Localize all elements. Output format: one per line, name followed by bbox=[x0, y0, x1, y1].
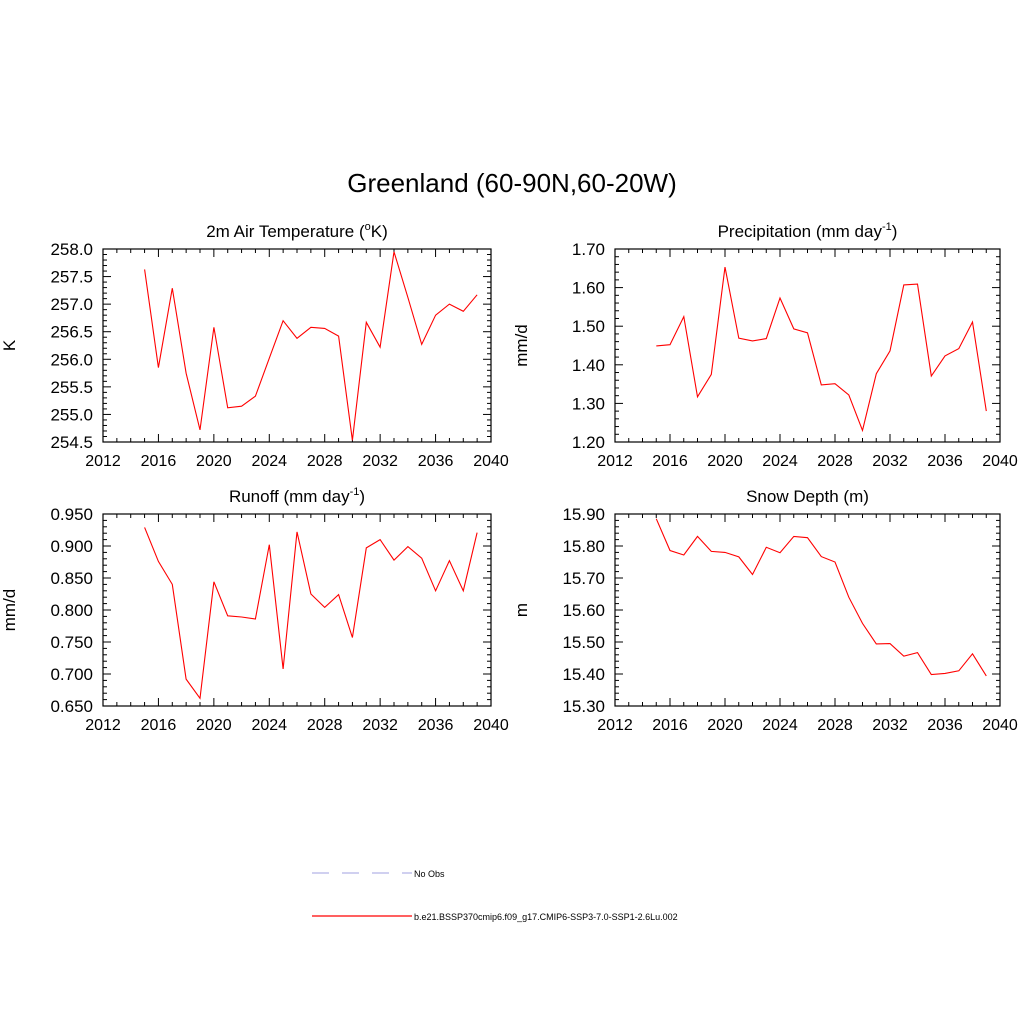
y-tick-label: 1.40 bbox=[572, 356, 605, 375]
legend-label: No Obs bbox=[414, 869, 445, 879]
panel-title: Runoff (mm day-1) bbox=[229, 486, 365, 506]
x-tick-label: 2032 bbox=[362, 717, 398, 734]
y-tick-label: 0.950 bbox=[50, 505, 93, 524]
y-tick-label: 1.60 bbox=[572, 279, 605, 298]
panel-title-superscript: o bbox=[365, 221, 371, 233]
x-tick-label: 2036 bbox=[418, 453, 454, 470]
plot-frame bbox=[102, 248, 492, 443]
figure-title: Greenland (60-90N,60-20W) bbox=[347, 168, 677, 198]
chart-panel-3: Runoff (mm day-1) mm/d 2012 2016 2020 2024 202… bbox=[0, 486, 509, 734]
x-tick-label: 2036 bbox=[927, 717, 963, 734]
chart-panel-1: 2m Air Temperature (oK) K 2012 2016 2020 2024… bbox=[0, 221, 509, 470]
plot-frame bbox=[614, 513, 1001, 707]
x-tick-label: 2020 bbox=[196, 717, 232, 734]
chart-panel-4: Snow Depth (m) m 2012 2016 2020 2024 2028 2032 2… bbox=[512, 487, 1018, 734]
x-tick-label: 2024 bbox=[762, 717, 798, 734]
x-tick-label: 2012 bbox=[597, 453, 633, 470]
y-axis-label: mm/d bbox=[512, 324, 531, 367]
y-tick-label: 256.5 bbox=[50, 323, 93, 342]
panel-title-text: Precipitation (mm day bbox=[718, 222, 883, 241]
legend: No Obs b.e21.BSSP370cmip6.f09_g17.CMIP6-S… bbox=[312, 869, 678, 922]
series-line-1 bbox=[144, 527, 478, 700]
y-tick-label: 0.900 bbox=[50, 537, 93, 556]
x-tick-label: 2012 bbox=[85, 453, 121, 470]
series-line-1 bbox=[656, 266, 987, 433]
x-tick-label: 2012 bbox=[597, 717, 633, 734]
x-tick-label: 2028 bbox=[817, 717, 853, 734]
y-tick-label: 254.5 bbox=[50, 433, 93, 452]
panel-title-text: Runoff (mm day bbox=[229, 487, 350, 506]
x-tick-label: 2040 bbox=[473, 453, 509, 470]
y-tick-label: 255.0 bbox=[50, 405, 93, 424]
panel-title-suffix: ) bbox=[359, 487, 365, 506]
panel-title-superscript: -1 bbox=[882, 221, 892, 233]
y-tick-label: 1.70 bbox=[572, 240, 605, 259]
y-tick-label: 255.5 bbox=[50, 378, 93, 397]
x-tick-label: 2016 bbox=[652, 453, 688, 470]
y-tick-label: 15.50 bbox=[562, 633, 605, 652]
x-tick-label: 2020 bbox=[707, 717, 743, 734]
x-tick-label: 2020 bbox=[707, 453, 743, 470]
x-tick-label: 2032 bbox=[362, 453, 398, 470]
x-tick-label: 2032 bbox=[872, 453, 908, 470]
y-tick-label: 1.50 bbox=[572, 317, 605, 336]
y-tick-label: 1.20 bbox=[572, 433, 605, 452]
legend-label: b.e21.BSSP370cmip6.f09_g17.CMIP6-SSP3-7.… bbox=[414, 912, 678, 922]
y-axis-label: K bbox=[0, 339, 19, 351]
panel-title-text: 2m Air Temperature ( bbox=[206, 222, 365, 241]
y-tick-label: 15.90 bbox=[562, 505, 605, 524]
panel-title: Precipitation (mm day-1) bbox=[718, 221, 898, 241]
panel-title: Snow Depth (m) bbox=[746, 487, 869, 506]
x-tick-label: 2024 bbox=[251, 453, 287, 470]
y-axis-label: mm/d bbox=[0, 589, 19, 632]
x-tick-label: 2020 bbox=[196, 453, 232, 470]
y-tick-label: 0.750 bbox=[50, 633, 93, 652]
x-tick-label: 2040 bbox=[473, 717, 509, 734]
series-line-1 bbox=[655, 518, 987, 677]
x-tick-label: 2032 bbox=[872, 717, 908, 734]
x-tick-label: 2016 bbox=[141, 717, 177, 734]
plot-frame bbox=[614, 248, 1001, 443]
y-tick-label: 1.30 bbox=[572, 394, 605, 413]
panel-title-superscript: -1 bbox=[350, 486, 360, 498]
x-tick-label: 2024 bbox=[762, 453, 798, 470]
y-tick-label: 0.850 bbox=[50, 569, 93, 588]
x-tick-label: 2036 bbox=[418, 717, 454, 734]
y-tick-label: 15.60 bbox=[562, 601, 605, 620]
panel-title-text: Snow Depth (m) bbox=[746, 487, 869, 506]
y-tick-label: 15.30 bbox=[562, 697, 605, 716]
y-tick-label: 258.0 bbox=[50, 240, 93, 259]
x-tick-label: 2024 bbox=[251, 717, 287, 734]
x-tick-label: 2016 bbox=[652, 717, 688, 734]
panel-title-suffix: ) bbox=[892, 222, 898, 241]
series-line-1 bbox=[144, 251, 478, 441]
x-tick-label: 2040 bbox=[982, 717, 1018, 734]
x-tick-label: 2036 bbox=[927, 453, 963, 470]
x-tick-label: 2016 bbox=[141, 453, 177, 470]
y-tick-label: 0.800 bbox=[50, 601, 93, 620]
x-tick-label: 2028 bbox=[817, 453, 853, 470]
y-tick-label: 15.80 bbox=[562, 537, 605, 556]
x-tick-label: 2040 bbox=[982, 453, 1018, 470]
panel-title-suffix: K) bbox=[371, 222, 388, 241]
y-tick-label: 257.5 bbox=[50, 268, 93, 287]
y-tick-label: 0.700 bbox=[50, 665, 93, 684]
panel-title: 2m Air Temperature (oK) bbox=[206, 221, 388, 241]
plot-frame bbox=[102, 513, 492, 707]
y-tick-label: 256.0 bbox=[50, 350, 93, 369]
chart-panel-2: Precipitation (mm day-1) mm/d 2012 2016 2020… bbox=[512, 221, 1018, 470]
y-tick-label: 0.650 bbox=[50, 697, 93, 716]
y-axis-label: m bbox=[512, 603, 531, 617]
x-tick-label: 2028 bbox=[307, 717, 343, 734]
x-tick-label: 2012 bbox=[85, 717, 121, 734]
y-tick-label: 15.40 bbox=[562, 665, 605, 684]
x-tick-label: 2028 bbox=[307, 453, 343, 470]
y-tick-label: 15.70 bbox=[562, 569, 605, 588]
y-tick-label: 257.0 bbox=[50, 295, 93, 314]
